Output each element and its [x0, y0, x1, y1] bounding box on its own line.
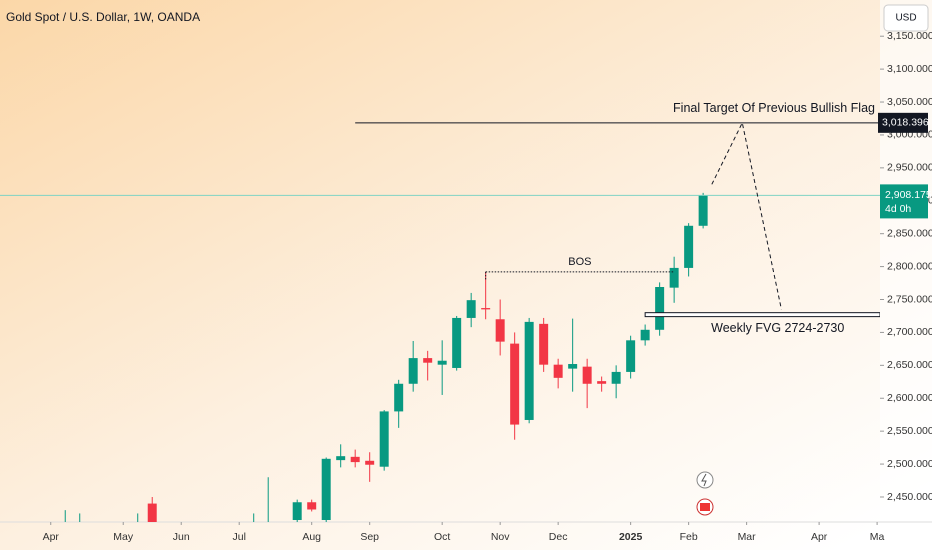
candle-body	[568, 364, 578, 369]
candle-body	[147, 503, 157, 522]
candle-body	[539, 323, 549, 365]
candle-body	[698, 195, 708, 226]
candle-body	[452, 317, 462, 368]
candle-body	[640, 329, 650, 341]
axes: 2,450.000 2,500.000 2,550.000 2,600.000 2,65…	[43, 30, 932, 543]
candle-body	[655, 287, 665, 330]
y-tick-label: 2,850.000	[887, 227, 932, 239]
candle-body	[292, 502, 302, 521]
y-tick-label: 3,150.000	[887, 30, 932, 42]
plot	[0, 121, 880, 522]
countdown-label: 4d 0h	[885, 203, 911, 215]
x-tick-label: Ma	[870, 531, 885, 543]
y-tick-label: 2,650.000	[887, 359, 932, 371]
candle-body	[466, 300, 476, 318]
currency-button[interactable]	[883, 4, 929, 32]
candle-body	[684, 225, 694, 268]
candle-body	[379, 411, 389, 467]
candle-body	[307, 502, 317, 510]
candle-body	[336, 456, 346, 461]
event-icon-glyph	[701, 473, 707, 487]
candle-body	[611, 371, 621, 384]
currency-label: USD	[895, 13, 916, 24]
x-tick-label: Oct	[434, 531, 450, 543]
x-tick-label: Apr	[811, 531, 828, 543]
fvg-label: Weekly FVG 2724-2730	[711, 321, 844, 335]
x-tick-label: Jun	[173, 531, 190, 543]
y-tick-label: 2,450.000	[887, 491, 932, 503]
x-tick-label: Feb	[680, 531, 698, 543]
last-price-label: 2,908.175	[885, 189, 932, 201]
y-tick-label: 2,750.000	[887, 293, 932, 305]
bos-label: BOS	[568, 256, 591, 268]
y-tick-label: 3,100.000	[887, 63, 932, 75]
candle-body	[553, 364, 563, 378]
x-tick-label: Apr	[43, 531, 60, 543]
x-tick-label: May	[113, 531, 134, 543]
y-tick-label: 2,550.000	[887, 425, 932, 437]
target-price-box	[878, 112, 928, 133]
y-tick-label: 2,800.000	[887, 260, 932, 272]
candle-body	[423, 358, 433, 363]
x-tick-label: Nov	[491, 531, 510, 543]
y-tick-label: 3,050.000	[887, 96, 932, 108]
candle-body	[394, 383, 404, 412]
x-tick-label: Aug	[302, 531, 321, 543]
last-price-box	[880, 184, 928, 219]
candle-body	[437, 360, 447, 365]
candle-body	[597, 381, 607, 384]
projection-path	[711, 121, 782, 310]
x-tick-label: Dec	[549, 531, 568, 543]
candle-body	[408, 358, 418, 384]
candle-body	[321, 458, 331, 521]
candle-body	[365, 460, 375, 465]
x-tick-label: Sep	[360, 531, 379, 543]
target-text: Final Target Of Previous Bullish Flag	[673, 101, 875, 115]
fvg-zone	[644, 312, 880, 318]
candle-body	[510, 343, 520, 425]
y-tick-label: 2,500.000	[887, 458, 932, 470]
event-icon[interactable]	[696, 471, 714, 489]
candle-body	[524, 321, 534, 420]
event-icon-glyph	[700, 503, 710, 511]
chart-title: Gold Spot / U.S. Dollar, 1W, OANDA	[6, 10, 200, 24]
x-tick-label: Mar	[738, 531, 757, 543]
x-tick-label: 2025	[619, 531, 643, 543]
price-axis-bg	[880, 0, 932, 550]
candle-body	[350, 456, 360, 463]
y-tick-label: 2,950.000	[887, 162, 932, 174]
candle-body	[481, 308, 491, 310]
candle-body	[582, 366, 592, 384]
x-tick-label: Jul	[232, 531, 245, 543]
y-tick-label: 2,700.000	[887, 326, 932, 338]
target-price-label: 3,018.396	[882, 117, 929, 129]
y-tick-label: 2,600.000	[887, 392, 932, 404]
candle-body	[495, 319, 505, 342]
candle-body	[669, 267, 679, 288]
candle-body	[626, 340, 636, 372]
